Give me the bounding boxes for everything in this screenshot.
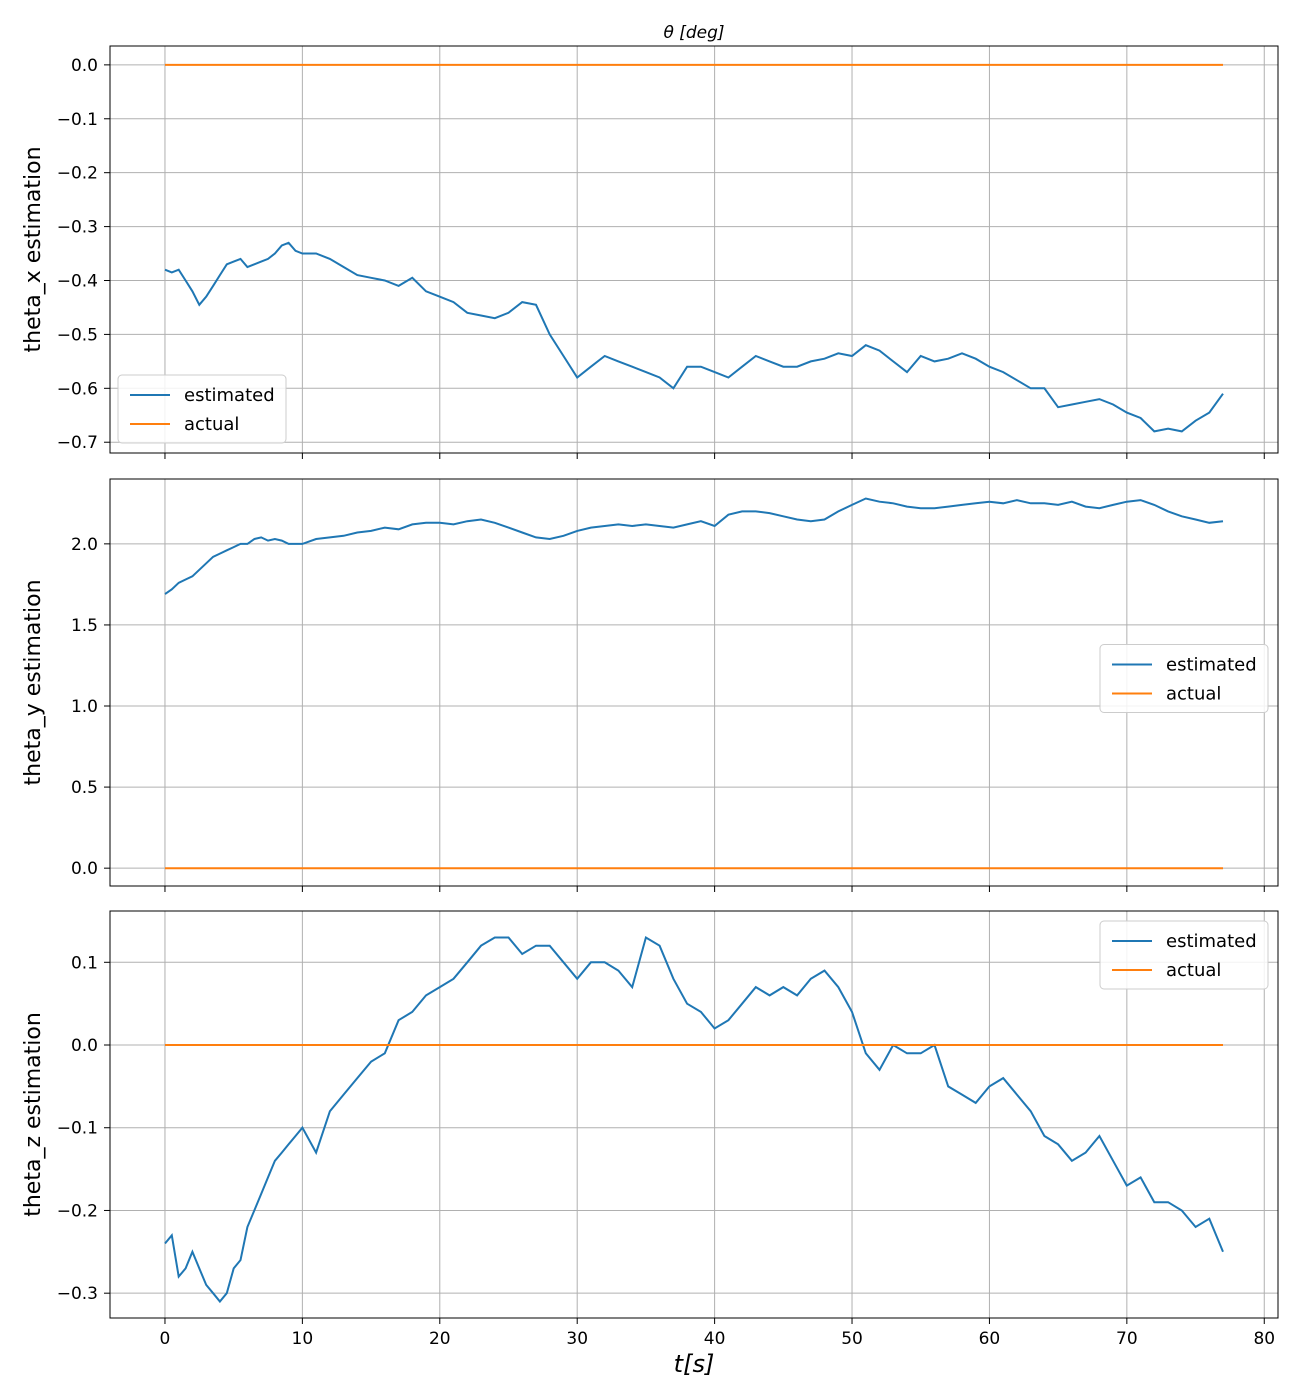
- y-tick-label: 0.0: [71, 1036, 98, 1056]
- legend-label-estimated: estimated: [1166, 931, 1257, 952]
- y-tick-label: 2.0: [71, 535, 98, 555]
- legend-label-actual: actual: [184, 414, 239, 435]
- x-tick-label: 50: [841, 1329, 863, 1349]
- x-tick-label: 20: [429, 1329, 451, 1349]
- y-tick-label: −0.3: [57, 218, 98, 238]
- y-tick-label: −0.3: [57, 1284, 98, 1304]
- x-tick-label: 70: [1116, 1329, 1138, 1349]
- y-tick-label: 0.0: [71, 56, 98, 76]
- y-axis-label: theta_x estimation: [21, 146, 46, 352]
- y-tick-label: −0.4: [57, 271, 98, 291]
- figure-title: θ [deg]: [663, 23, 724, 43]
- panel-3: 0 10 20 30 40 50 60 70 80 0.1 0.0 −0.1 −0.2 −0.3 theta…: [21, 910, 1279, 1349]
- x-tick-label: 30: [566, 1329, 588, 1349]
- y-tick-label: −0.7: [57, 433, 98, 453]
- legend-label-estimated: estimated: [1166, 655, 1257, 676]
- legend: estimated actual: [117, 374, 287, 444]
- y-tick-label: −0.1: [57, 1119, 98, 1139]
- y-tick-label: −0.1: [57, 110, 98, 130]
- x-tick-label: 40: [704, 1329, 726, 1349]
- y-tick-label: 0.5: [71, 778, 98, 798]
- x-tick-label: 0: [160, 1329, 171, 1349]
- legend-label-actual: actual: [1166, 684, 1221, 705]
- x-tick-label: 10: [292, 1329, 314, 1349]
- series-line-estimated: [164, 241, 1224, 433]
- y-tick-label: −0.5: [57, 325, 98, 345]
- legend: estimated actual: [1099, 644, 1269, 713]
- legend-box: [1099, 644, 1269, 713]
- y-axis-label: theta_z estimation: [21, 1012, 46, 1217]
- legend: estimated actual: [1099, 920, 1269, 990]
- axes-frame: [109, 910, 1279, 1319]
- y-tick-label: 0.0: [71, 859, 98, 879]
- series-line-estimated: [164, 497, 1224, 595]
- legend-box: [1099, 920, 1269, 990]
- x-axis-label: t[s]: [674, 1350, 715, 1378]
- panels: 0.0 −0.1 −0.2 −0.3 −0.4 −0.5 −0.6 −0.7 theta_x e…: [21, 45, 1279, 1349]
- x-tick-label: 80: [1253, 1329, 1275, 1349]
- panel-2: 0.0 0.5 1.0 1.5 2.0 theta_y estimation estimat…: [21, 478, 1279, 892]
- y-tick-label: 1.5: [71, 616, 98, 636]
- series-line-estimated: [164, 935, 1224, 1304]
- legend-box: [117, 374, 287, 444]
- legend-label-actual: actual: [1166, 960, 1221, 981]
- y-tick-label: −0.2: [57, 164, 98, 184]
- y-axis-label: theta_y estimation: [21, 579, 46, 785]
- axes-frame: [109, 478, 1279, 887]
- legend-label-estimated: estimated: [184, 385, 275, 406]
- x-tick-label: 60: [979, 1329, 1001, 1349]
- axes-frame: [109, 45, 1279, 454]
- y-tick-label: 0.1: [71, 953, 98, 973]
- y-tick-label: 1.0: [71, 697, 98, 717]
- y-tick-label: −0.2: [57, 1201, 98, 1221]
- panel-1: 0.0 −0.1 −0.2 −0.3 −0.4 −0.5 −0.6 −0.7 theta_x e…: [21, 45, 1279, 459]
- y-tick-label: −0.6: [57, 379, 98, 399]
